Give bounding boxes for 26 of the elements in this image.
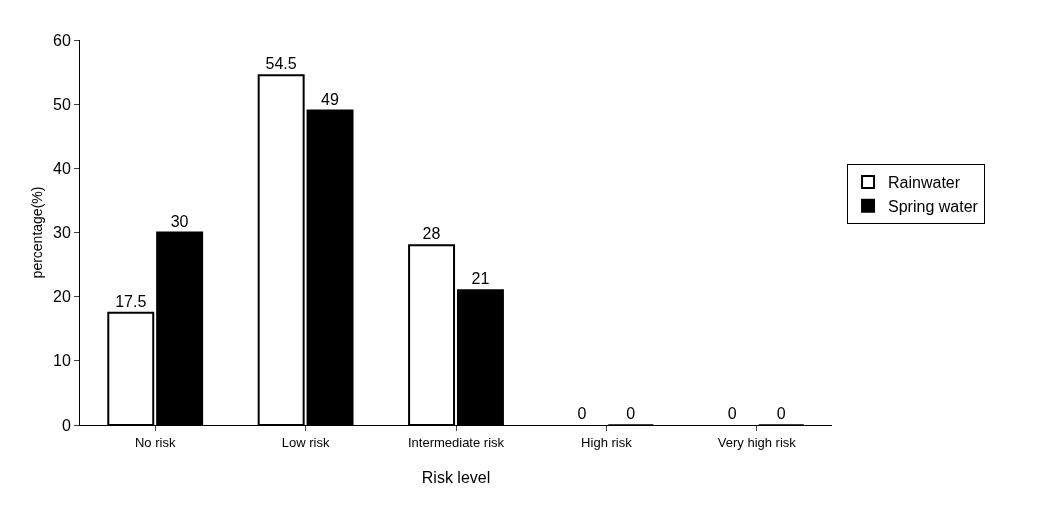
x-axis-title: Risk level [421,469,491,486]
y-tick-label: 20 [53,288,71,306]
data-label: 0 [626,405,636,422]
data-label: 54.5 [265,55,297,73]
legend-label: Spring water [888,197,979,215]
y-tick-label: 50 [53,95,71,113]
data-label: 0 [577,405,587,422]
x-tick-label: Low risk [281,434,330,450]
data-label: 0 [727,405,737,422]
data-label: 30 [170,212,189,230]
y-axis-title: percentage(%) [29,186,45,279]
x-tick-label: Intermediate risk [407,434,505,450]
y-tick-label: 30 [53,224,71,242]
y-tick-label: 0 [61,416,71,434]
y-tick-label: 40 [53,159,71,177]
data-label: 28 [422,225,441,243]
data-label: 21 [471,270,490,288]
x-tick-label: Very high risk [717,434,797,450]
y-tick-label: 60 [53,31,71,49]
data-label: 17.5 [115,292,147,310]
legend-label: Rainwater [888,174,961,192]
data-label: 49 [321,90,339,108]
y-tick-label: 10 [53,352,71,370]
x-tick-label: High risk [581,434,633,450]
data-label: 0 [776,405,786,422]
x-tick-label: No risk [134,434,176,450]
